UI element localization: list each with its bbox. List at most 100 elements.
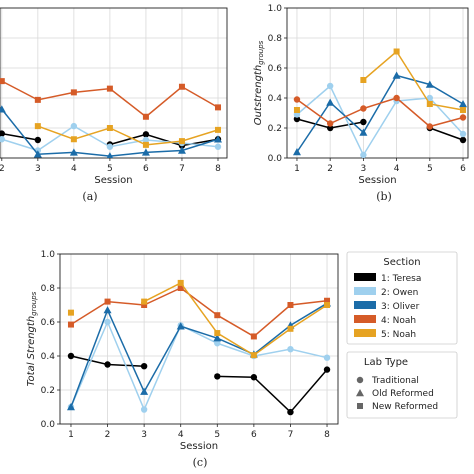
legend: Section 1: Teresa 2: Owen 3: Oliver 4: Noah 5… [346,251,458,419]
series-line [296,84,464,157]
data-point [323,354,331,361]
data-point [326,82,334,90]
legend-swatch [354,273,376,281]
data-point [459,136,467,144]
data-point [426,123,434,130]
data-point [360,151,367,158]
data-point [0,78,5,85]
data-point [106,143,114,150]
x-tick-label: 8 [324,430,330,440]
data-point [393,94,400,102]
y-tick-label: 0.0 [41,420,56,430]
series-line [296,74,464,153]
data-point [142,141,149,148]
legend-labtype-entry: Old Reformed [372,389,434,399]
panel-label: (b) [376,190,392,203]
series-line [70,320,328,412]
data-point [359,128,368,136]
legend-swatch [354,301,376,309]
plot-frame [286,7,469,159]
data-point [425,80,434,88]
y-tick-label: 0.8 [268,34,283,44]
y-tick-label: 0.2 [268,124,282,134]
x-tick-label: 7 [288,430,294,440]
x-tick-label: 4 [71,164,77,174]
y-tick-label: 0.0 [268,154,283,164]
data-point [177,285,184,291]
series-5-noah [67,279,331,359]
data-point [140,387,149,395]
data-point [426,101,433,107]
x-tick-label: 6 [143,164,149,174]
data-point [140,406,148,413]
x-axis-label: Session [358,175,396,186]
legend-swatch [354,329,376,337]
series-1-teresa [293,115,467,144]
data-point [357,403,363,409]
series-3-oliver [292,71,468,156]
series-line [70,287,328,338]
y-tick-label: 0.8 [41,284,56,294]
x-tick-label: 3 [35,164,41,174]
data-point [459,114,467,121]
panel-label: (c) [193,456,208,469]
x-tick-label: 1 [68,430,74,440]
legend-entry: 5: Noah [381,330,416,340]
data-point [142,136,150,144]
x-tick-label: 1 [294,164,300,174]
data-point [326,98,335,106]
legend-entry: 1: Teresa [381,274,421,284]
y-tick-label: 0.6 [268,64,283,74]
series-2-owen [293,82,467,158]
data-point [140,363,148,370]
data-point [360,118,367,126]
data-point [0,136,6,143]
data-point [250,333,257,340]
data-point [178,138,185,145]
data-point [250,352,257,359]
data-point [426,94,434,102]
x-tick-label: 4 [178,430,184,440]
legend-entry: 3: Oliver [381,302,420,312]
series-4-noah [293,94,467,130]
series-4-noah [0,78,221,120]
data-point [287,408,294,416]
data-point [70,89,77,96]
data-point [142,131,150,138]
data-point [141,298,148,305]
data-point [0,105,6,113]
data-point [324,302,331,308]
data-point [103,306,112,314]
data-point [104,318,111,326]
data-point [326,124,334,132]
legend-entry: 2: Owen [381,288,418,298]
data-point [106,85,113,92]
data-point [213,135,222,143]
data-point [104,361,111,368]
y-axis-label: Total Strengthgroups [26,291,38,386]
series-line [429,127,464,141]
data-point [356,376,364,384]
legend-section-title: Section [383,257,420,268]
data-point [104,298,111,305]
y-tick-label: 0.2 [41,386,55,396]
data-point [392,71,401,79]
data-point [67,309,74,316]
y-tick-label: 0.6 [41,318,56,328]
data-point [177,146,186,154]
series-line [1,132,38,141]
series-line [217,369,328,414]
data-point [250,374,258,381]
data-point [69,148,78,156]
series-line [362,50,464,111]
plot-area [66,279,332,416]
data-point [459,100,468,108]
data-point [356,389,364,397]
data-point [141,148,150,156]
data-point [459,130,467,138]
data-point [70,122,78,130]
data-point [214,373,221,380]
data-point [67,321,74,328]
series-5-noah [34,123,221,148]
